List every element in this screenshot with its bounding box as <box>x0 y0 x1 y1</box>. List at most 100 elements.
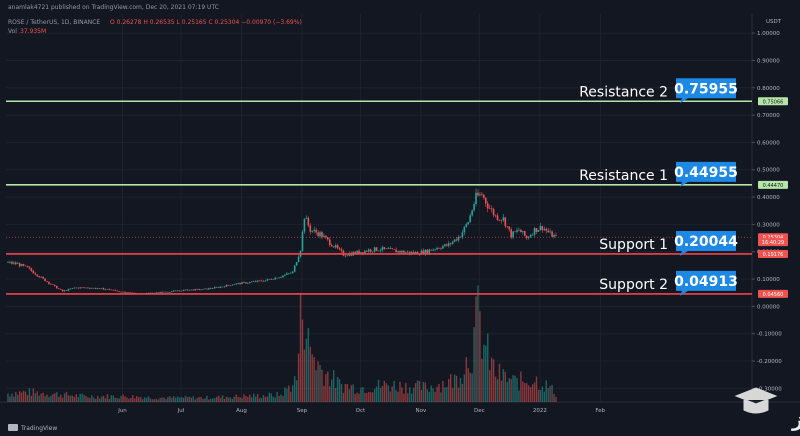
candle-body <box>266 279 269 281</box>
candle-body <box>323 235 325 238</box>
volume-bar <box>465 357 467 402</box>
candle-body <box>403 250 405 253</box>
candle-body <box>196 289 198 290</box>
candle-body <box>488 208 491 209</box>
volume-bar <box>11 393 13 402</box>
candle-body <box>128 292 130 293</box>
volume-bar <box>387 385 389 402</box>
candle-body <box>428 249 431 254</box>
candle-body <box>184 289 187 291</box>
volume-bar <box>383 380 386 402</box>
candle-body <box>268 279 271 280</box>
volume-bar <box>79 393 81 402</box>
volume-bar <box>506 382 508 402</box>
volume-bar <box>204 398 206 402</box>
volume-bar <box>401 387 403 402</box>
volume-bar <box>134 398 136 402</box>
volume-bar <box>130 397 132 402</box>
candle-body <box>215 287 218 288</box>
volume-bar <box>535 376 538 402</box>
volume-bar <box>241 398 243 402</box>
tradingview-logo[interactable]: TradingView <box>8 424 57 432</box>
volume-bar <box>184 395 187 402</box>
candle-body <box>211 288 214 290</box>
candle-body <box>40 276 42 278</box>
volume-bar <box>500 380 503 402</box>
time-tick-label: 2022 <box>533 408 547 414</box>
volume-bar <box>516 378 518 402</box>
candle-body <box>297 256 300 263</box>
candle-body <box>67 288 70 291</box>
support-resistance-levels: Resistance 2 0.75955 Resistance 1 0.44955 Su… <box>6 78 752 296</box>
candle-body <box>221 286 224 288</box>
volume-bar <box>32 388 35 402</box>
volume-bar <box>422 381 425 402</box>
volume-bar <box>416 380 419 402</box>
candle-body <box>202 288 204 290</box>
ohlc-line: O 0.26278 H 0.26535 L 0.25165 C 0.25304 … <box>110 19 302 26</box>
volume-bar <box>364 392 366 402</box>
candle-body <box>358 250 360 254</box>
candle-body <box>401 250 403 253</box>
volume-bar <box>239 396 241 402</box>
candle-body <box>459 236 462 238</box>
volume-bar <box>175 397 177 402</box>
candle-body <box>16 263 19 265</box>
candle-body <box>371 251 374 253</box>
candle-body <box>455 239 458 241</box>
candle-body <box>18 263 21 267</box>
candle-body <box>213 287 216 289</box>
candle-body <box>502 217 505 221</box>
candle-body <box>118 291 120 292</box>
candle-body <box>533 228 536 235</box>
price-tick-label: 0.50000 <box>757 168 780 174</box>
volume-bar <box>344 383 347 402</box>
volume-bar <box>20 392 23 402</box>
volume-bar <box>171 397 173 402</box>
candle-body <box>278 277 280 279</box>
candle-body <box>50 283 52 285</box>
candle-body <box>200 289 202 291</box>
volume-bar <box>235 394 237 402</box>
candle-body <box>295 262 298 266</box>
volume-value: 37.935M <box>20 28 46 35</box>
candle-body <box>338 248 341 250</box>
candle-body <box>477 192 479 196</box>
candle-body <box>227 284 230 286</box>
candle-body <box>54 284 56 286</box>
price-tick-label: 0.90000 <box>757 58 780 64</box>
candle-body <box>219 286 222 288</box>
candle-body <box>496 215 499 220</box>
volume-bar <box>169 396 171 402</box>
candle-body <box>336 245 339 249</box>
volume-bar <box>42 392 44 402</box>
volume-bar <box>527 385 530 402</box>
candle-body <box>159 292 161 293</box>
price-tick-label: 0.80000 <box>757 86 780 92</box>
candle-body <box>360 252 362 254</box>
currency-label: USDT <box>766 19 782 25</box>
candle-body <box>399 250 401 253</box>
volume-bar <box>85 396 87 402</box>
time-tick-label: Aug <box>236 408 247 414</box>
candle-body <box>330 244 333 247</box>
volume-bar <box>331 379 333 402</box>
volume-bar <box>510 379 512 402</box>
candle-body <box>272 279 275 281</box>
volume-bar <box>309 346 311 402</box>
candle-body <box>112 289 115 291</box>
volume-bar <box>282 396 284 402</box>
volume-bar <box>301 319 304 402</box>
volume-bar <box>471 373 473 402</box>
volume-bar <box>430 385 432 402</box>
candle-body <box>288 273 290 274</box>
volume-bar <box>243 394 245 402</box>
candle-body <box>42 276 44 279</box>
candle-body <box>346 255 349 257</box>
candle-body <box>397 250 399 253</box>
volume-bar <box>555 396 557 402</box>
candle-body <box>492 209 495 216</box>
candle-body <box>100 287 103 289</box>
